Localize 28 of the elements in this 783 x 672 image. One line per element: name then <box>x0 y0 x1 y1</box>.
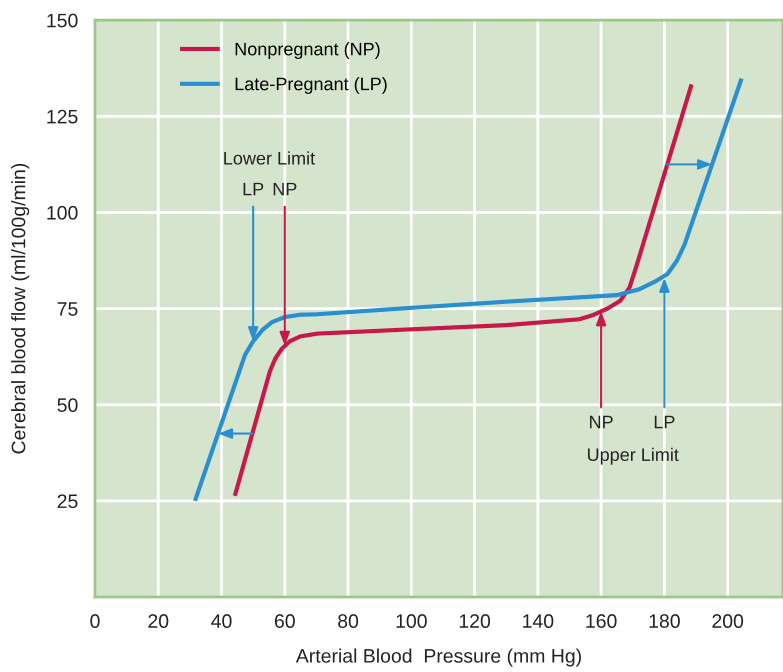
x-tick-label: 200 <box>712 614 744 628</box>
annotation: NP <box>590 416 613 428</box>
y-tick-label: 125 <box>47 110 78 124</box>
annotation: LP <box>244 182 264 196</box>
annotation: LP <box>654 416 674 428</box>
annotation: NP <box>274 182 296 196</box>
x-axis-title: Arterial Blood Pressure (mm Hg) <box>296 648 581 667</box>
annotation: Upper Limit <box>588 448 679 465</box>
y-axis-title: Cerebral blood flow (ml/100g/min) <box>11 164 30 454</box>
x-tick-label: 80 <box>338 614 358 628</box>
y-tick-label: 50 <box>57 398 78 412</box>
x-tick-label: 40 <box>211 614 232 628</box>
x-tick-label: 20 <box>148 614 168 628</box>
x-tick-label: 100 <box>396 614 427 628</box>
x-tick-label: 120 <box>460 614 490 628</box>
annotation: Lower Limit <box>224 151 315 165</box>
y-tick-label: 75 <box>58 302 78 316</box>
x-tick-label: 0 <box>90 614 100 628</box>
y-tick-label: 100 <box>47 206 78 220</box>
y-tick-label: 150 <box>47 14 78 28</box>
x-tick-label: 160 <box>586 614 617 628</box>
line-series <box>192 76 744 503</box>
y-tick-label: 25 <box>58 494 78 508</box>
legend-label: Nonpregnant (NP) <box>236 42 380 60</box>
x-tick-label: 180 <box>650 614 680 628</box>
x-tick-label: 140 <box>523 614 554 628</box>
x-tick-label: 60 <box>274 614 295 628</box>
legend-label: Late-Pregnant (LP) <box>236 77 387 94</box>
